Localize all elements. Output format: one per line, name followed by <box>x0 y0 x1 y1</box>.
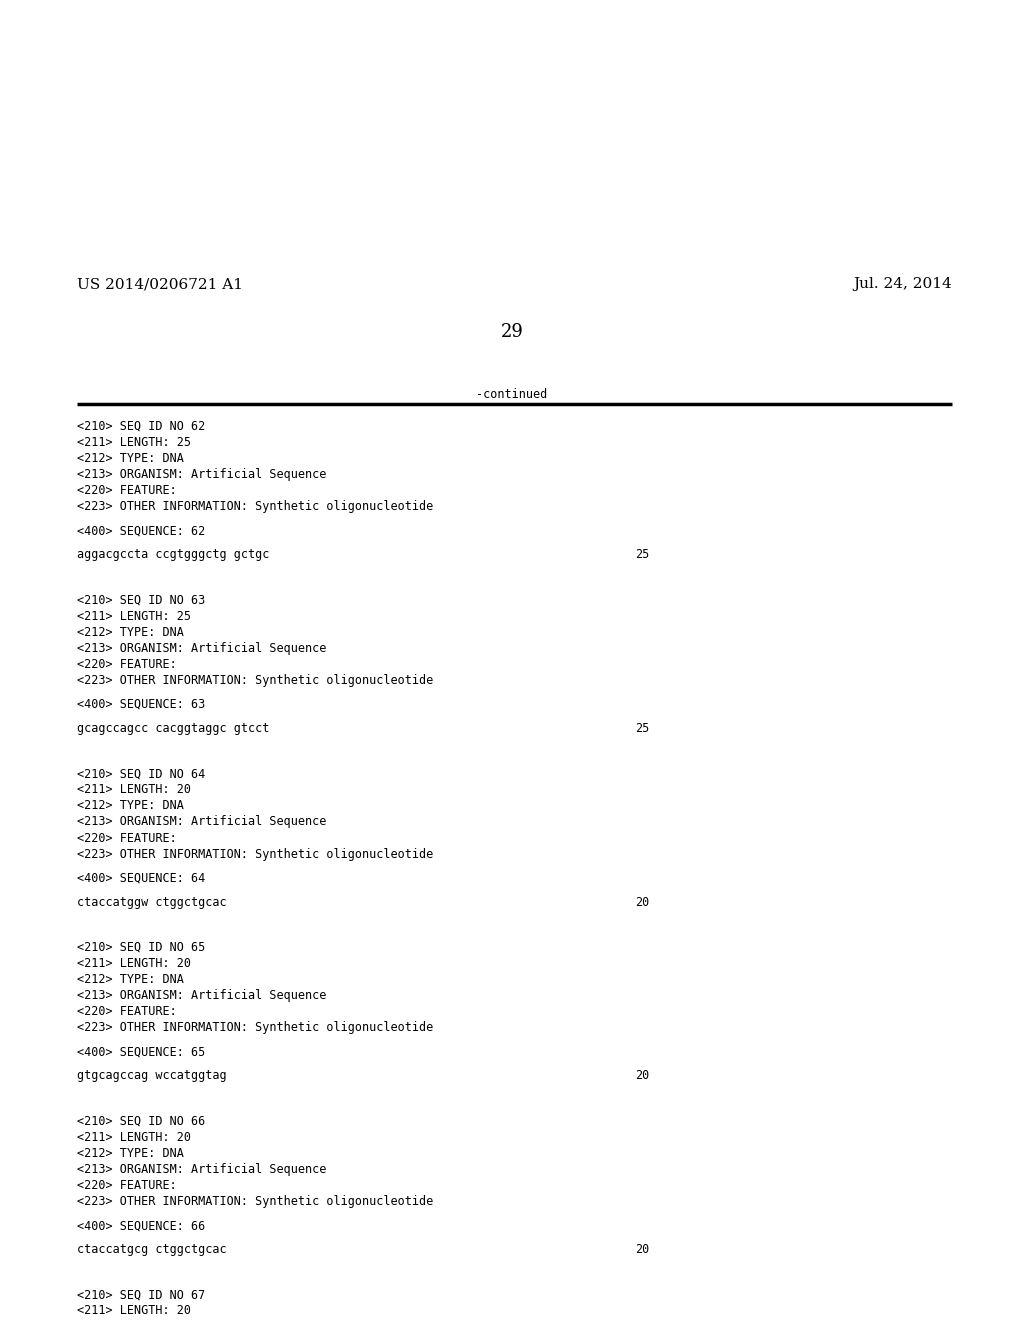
Text: <212> TYPE: DNA: <212> TYPE: DNA <box>77 451 183 465</box>
Text: <211> LENGTH: 20: <211> LENGTH: 20 <box>77 957 190 970</box>
Text: <212> TYPE: DNA: <212> TYPE: DNA <box>77 973 183 986</box>
Text: Jul. 24, 2014: Jul. 24, 2014 <box>854 277 952 292</box>
Text: ctaccatggw ctggctgcac: ctaccatggw ctggctgcac <box>77 896 226 908</box>
Text: <210> SEQ ID NO 62: <210> SEQ ID NO 62 <box>77 420 205 433</box>
Text: US 2014/0206721 A1: US 2014/0206721 A1 <box>77 277 243 292</box>
Text: <210> SEQ ID NO 67: <210> SEQ ID NO 67 <box>77 1288 205 1302</box>
Text: 20: 20 <box>635 1069 649 1082</box>
Text: <220> FEATURE:: <220> FEATURE: <box>77 832 176 845</box>
Text: <212> TYPE: DNA: <212> TYPE: DNA <box>77 626 183 639</box>
Text: <213> ORGANISM: Artificial Sequence: <213> ORGANISM: Artificial Sequence <box>77 1163 327 1176</box>
Text: <213> ORGANISM: Artificial Sequence: <213> ORGANISM: Artificial Sequence <box>77 642 327 655</box>
Text: <211> LENGTH: 25: <211> LENGTH: 25 <box>77 610 190 623</box>
Text: <220> FEATURE:: <220> FEATURE: <box>77 1179 176 1192</box>
Text: <400> SEQUENCE: 65: <400> SEQUENCE: 65 <box>77 1045 205 1059</box>
Text: <210> SEQ ID NO 64: <210> SEQ ID NO 64 <box>77 767 205 780</box>
Text: -continued: -continued <box>476 388 548 401</box>
Text: <213> ORGANISM: Artificial Sequence: <213> ORGANISM: Artificial Sequence <box>77 469 327 480</box>
Text: <213> ORGANISM: Artificial Sequence: <213> ORGANISM: Artificial Sequence <box>77 989 327 1002</box>
Text: <220> FEATURE:: <220> FEATURE: <box>77 484 176 498</box>
Text: <223> OTHER INFORMATION: Synthetic oligonucleotide: <223> OTHER INFORMATION: Synthetic oligo… <box>77 675 433 686</box>
Text: <213> ORGANISM: Artificial Sequence: <213> ORGANISM: Artificial Sequence <box>77 816 327 829</box>
Text: gcagccagcc cacggtaggc gtcct: gcagccagcc cacggtaggc gtcct <box>77 722 269 735</box>
Text: <211> LENGTH: 20: <211> LENGTH: 20 <box>77 1304 190 1317</box>
Text: <400> SEQUENCE: 63: <400> SEQUENCE: 63 <box>77 698 205 711</box>
Text: <212> TYPE: DNA: <212> TYPE: DNA <box>77 800 183 812</box>
Text: <211> LENGTH: 20: <211> LENGTH: 20 <box>77 1131 190 1143</box>
Text: <223> OTHER INFORMATION: Synthetic oligonucleotide: <223> OTHER INFORMATION: Synthetic oligo… <box>77 1022 433 1035</box>
Text: 25: 25 <box>635 548 649 561</box>
Text: <400> SEQUENCE: 64: <400> SEQUENCE: 64 <box>77 871 205 884</box>
Text: 20: 20 <box>635 896 649 908</box>
Text: <210> SEQ ID NO 66: <210> SEQ ID NO 66 <box>77 1114 205 1127</box>
Text: <223> OTHER INFORMATION: Synthetic oligonucleotide: <223> OTHER INFORMATION: Synthetic oligo… <box>77 1195 433 1208</box>
Text: <223> OTHER INFORMATION: Synthetic oligonucleotide: <223> OTHER INFORMATION: Synthetic oligo… <box>77 500 433 513</box>
Text: <400> SEQUENCE: 62: <400> SEQUENCE: 62 <box>77 524 205 537</box>
Text: <223> OTHER INFORMATION: Synthetic oligonucleotide: <223> OTHER INFORMATION: Synthetic oligo… <box>77 847 433 861</box>
Text: <400> SEQUENCE: 66: <400> SEQUENCE: 66 <box>77 1220 205 1232</box>
Text: <210> SEQ ID NO 65: <210> SEQ ID NO 65 <box>77 941 205 954</box>
Text: gtgcagccag wccatggtag: gtgcagccag wccatggtag <box>77 1069 226 1082</box>
Text: <220> FEATURE:: <220> FEATURE: <box>77 657 176 671</box>
Text: aggacgccta ccgtgggctg gctgc: aggacgccta ccgtgggctg gctgc <box>77 548 269 561</box>
Text: 20: 20 <box>635 1243 649 1257</box>
Text: <220> FEATURE:: <220> FEATURE: <box>77 1006 176 1018</box>
Text: ctaccatgcg ctggctgcac: ctaccatgcg ctggctgcac <box>77 1243 226 1257</box>
Text: <211> LENGTH: 20: <211> LENGTH: 20 <box>77 783 190 796</box>
Text: <212> TYPE: DNA: <212> TYPE: DNA <box>77 1147 183 1160</box>
Text: 25: 25 <box>635 722 649 735</box>
Text: <210> SEQ ID NO 63: <210> SEQ ID NO 63 <box>77 594 205 606</box>
Text: 29: 29 <box>501 323 523 342</box>
Text: <211> LENGTH: 25: <211> LENGTH: 25 <box>77 436 190 449</box>
